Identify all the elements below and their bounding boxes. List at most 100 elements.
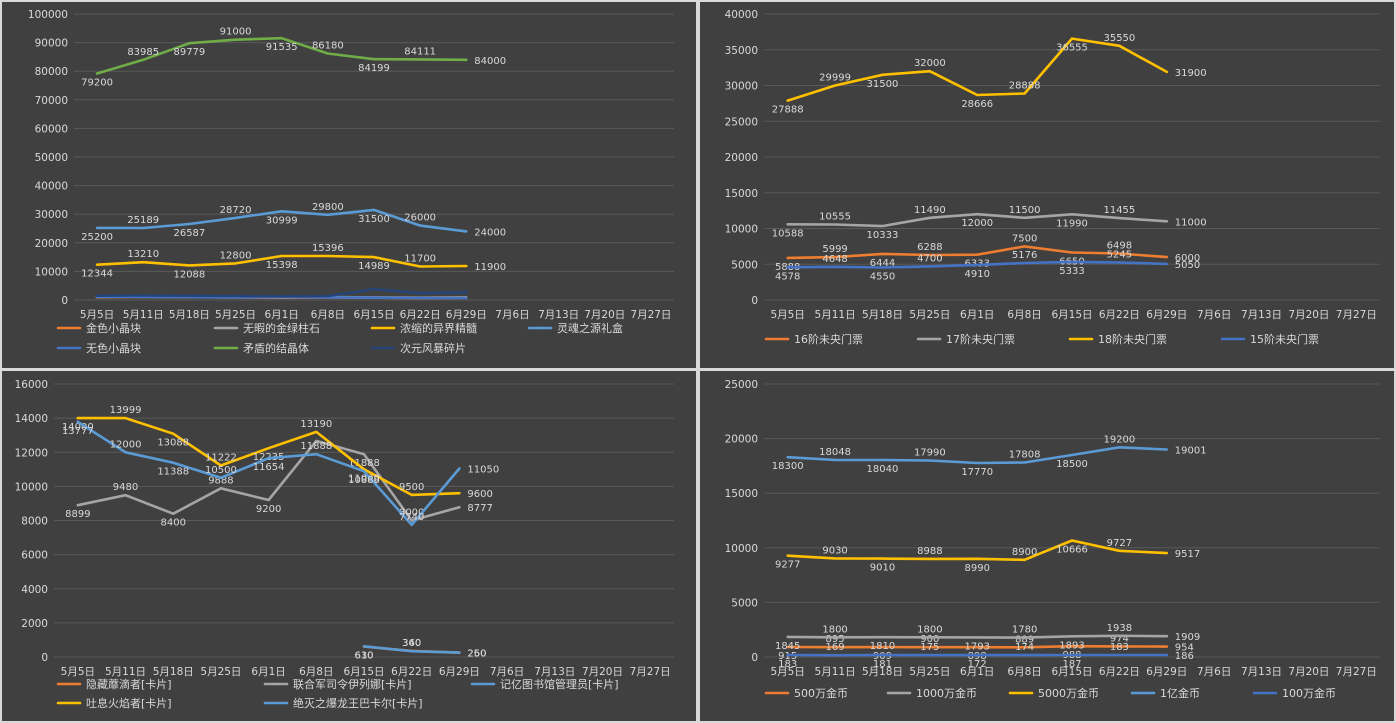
data-label: 8900 (1012, 547, 1037, 558)
series-line (95, 36, 468, 75)
y-tick-label: 8000 (21, 516, 48, 528)
x-tick-label: 7月27日 (1336, 666, 1377, 678)
data-label: 91535 (266, 42, 298, 53)
data-label: 610 (354, 651, 373, 662)
data-label: 9480 (113, 482, 138, 493)
x-tick-label: 7月20日 (1288, 309, 1329, 321)
data-label: 12000 (961, 218, 993, 229)
data-label: 13190 (300, 419, 332, 430)
series-line (95, 208, 468, 233)
x-tick-label: 7月6日 (1197, 666, 1231, 678)
data-label: 32000 (914, 58, 946, 69)
series-line (786, 245, 1169, 260)
x-tick-label: 6月15日 (1051, 309, 1092, 321)
data-label: 15398 (266, 260, 298, 271)
data-label: 4578 (775, 271, 800, 282)
x-tick-label: 6月29日 (1146, 309, 1187, 321)
series-5: 79200 83985 89779 91000 91535 86180 84199 84111… (81, 27, 506, 89)
series-3: 4578 4648 4550 4700 4910 5176 5333 5245 5050 (775, 249, 1200, 282)
data-label: 13088 (157, 438, 189, 449)
data-label: 7740 (399, 512, 424, 523)
legend-label: 浓缩的异界精髓 (400, 321, 477, 335)
data-label: 909 (873, 651, 892, 662)
data-label: 1909 (1175, 632, 1200, 643)
data-label: 11455 (1103, 205, 1135, 216)
data-label: 91000 (220, 27, 252, 38)
data-label: 1845 (775, 641, 800, 652)
data-label: 24000 (474, 227, 506, 238)
data-label: 5050 (1175, 260, 1200, 271)
data-label: 11500 (1009, 205, 1041, 216)
x-tick-label: 5月18日 (153, 666, 194, 678)
legend-item: 18阶未央门票 (1068, 332, 1167, 346)
y-tick-label: 5000 (731, 259, 758, 271)
data-label: 89779 (173, 47, 205, 58)
series-4: 183 169 181 175 172 174 187 183 186 (778, 642, 1194, 670)
x-tick-label: 5月11日 (815, 666, 856, 678)
y-tick-label: 60000 (35, 123, 68, 135)
legend-item: 金色小晶块 (56, 321, 141, 335)
data-label: 11888 (348, 458, 380, 469)
data-label: 10588 (772, 228, 804, 239)
y-tick-label: 70000 (35, 95, 68, 107)
x-tick-label: 6月29日 (439, 666, 480, 678)
data-label: 4700 (917, 253, 942, 264)
series-line (786, 446, 1169, 465)
legend-item: 记亿图书馆管理员[卡片] (470, 677, 619, 691)
x-tick-label: 6月1日 (251, 666, 285, 678)
x-tick-label: 7月13日 (534, 666, 575, 678)
data-label: 1780 (1012, 625, 1037, 636)
data-label: 9010 (870, 563, 895, 574)
legend-item: 联合军司令伊列娜[卡片] (263, 677, 412, 691)
tickets-line-chart: 0 5000 10000 15000 20000 25000 30000 35000 40000… (725, 9, 1380, 346)
y-tick-label: 25000 (725, 116, 758, 128)
data-label: 11050 (467, 464, 499, 475)
y-tick-label: 100000 (28, 9, 68, 21)
x-tick-label: 6月1日 (960, 309, 994, 321)
data-label: 8899 (65, 509, 90, 520)
x-tick-label: 5月25日 (909, 666, 950, 678)
x-tick-label: 7月20日 (582, 666, 623, 678)
data-label: 19001 (1175, 446, 1207, 457)
x-tick-label: 5月25日 (215, 309, 256, 321)
data-label: 250 (467, 649, 486, 660)
cards-line-chart: 0 2000 4000 6000 8000 10000 12000 14000 16000 5月5… (15, 379, 674, 710)
legend-item: 矛盾的结晶体 (213, 341, 309, 355)
legend-item: 浓缩的异界精髓 (370, 321, 477, 335)
data-label: 630 (354, 650, 373, 661)
data-label: 31900 (1175, 68, 1207, 79)
data-label: 11990 (1056, 218, 1088, 229)
data-label: 28720 (220, 205, 252, 216)
data-label: 10666 (1056, 545, 1088, 556)
y-tick-label: 15000 (725, 488, 758, 500)
x-tick-label: 6月22日 (391, 666, 432, 678)
data-label: 15396 (312, 243, 344, 254)
x-tick-label: 7月13日 (1241, 666, 1282, 678)
x-tick-label: 5月5日 (771, 309, 805, 321)
x-tick-label: 5月11日 (815, 309, 856, 321)
data-label: 895 (826, 634, 845, 645)
y-tick-label: 25000 (725, 379, 758, 391)
data-label: 19200 (1103, 434, 1135, 445)
legend-label: 隐藏蘼滴者[卡片] (86, 677, 172, 691)
x-tick-label: 5月18日 (169, 309, 210, 321)
data-label: 9517 (1175, 549, 1200, 560)
data-label: 9030 (822, 545, 847, 556)
y-tick-label: 80000 (35, 66, 68, 78)
series-line (95, 254, 468, 268)
legend-label: 1亿金币 (1160, 686, 1200, 700)
legend: 16阶未央门票 17阶未央门票 18阶未央门票 15阶未央门票 (764, 332, 1319, 346)
data-label: 4648 (822, 254, 847, 265)
chart-panel-tickets: 0 5000 10000 15000 20000 25000 30000 35000 40000… (700, 2, 1394, 368)
data-label: 26000 (404, 213, 436, 224)
data-label: 6288 (917, 242, 942, 253)
legend-label: 17阶未央门票 (946, 332, 1015, 346)
series-line (76, 439, 461, 522)
data-label: 84111 (404, 46, 436, 57)
y-tick-label: 12000 (15, 447, 48, 459)
legend-item: 15阶未央门票 (1220, 332, 1319, 346)
data-label: 12000 (110, 439, 142, 450)
data-label: 187 (1062, 659, 1081, 670)
x-tick-label: 7月6日 (490, 666, 524, 678)
